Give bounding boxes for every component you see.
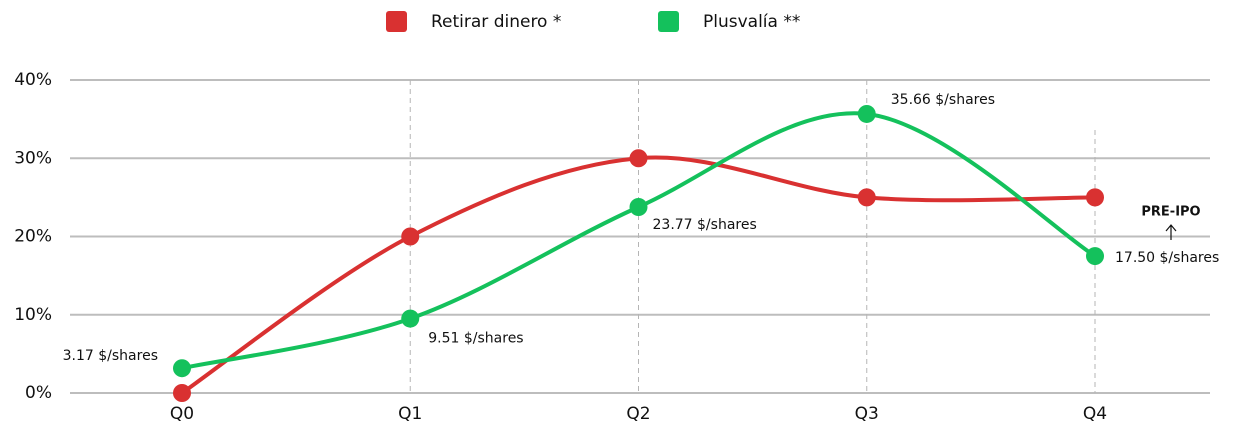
legend-swatch — [386, 11, 407, 32]
y-tick-label: 40% — [14, 70, 52, 90]
data-label: 35.66 $/shares — [891, 92, 995, 108]
data-label: 23.77 $/shares — [653, 217, 757, 233]
data-label: 9.51 $/shares — [428, 331, 523, 347]
data-point — [629, 149, 648, 168]
data-point — [629, 197, 648, 216]
data-point — [173, 384, 191, 402]
data-point — [1086, 188, 1104, 207]
y-tick-label: 10% — [14, 305, 52, 325]
data-point — [1086, 247, 1104, 266]
legend-swatch — [658, 11, 679, 32]
data-point — [857, 188, 876, 207]
legend-label: Retirar dinero * — [431, 12, 561, 32]
y-tick-label: 20% — [14, 227, 52, 247]
data-label: 3.17 $/shares — [63, 348, 158, 364]
annotation: PRE-IPO — [1141, 205, 1200, 220]
x-tick-label: Q3 — [855, 404, 879, 424]
legend-label: Plusvalía ** — [703, 12, 800, 32]
data-point — [857, 104, 876, 123]
y-tick-label: 30% — [14, 148, 52, 168]
x-tick-label: Q1 — [398, 404, 422, 424]
y-tick-label: 0% — [25, 383, 52, 403]
x-tick-label: Q0 — [170, 404, 194, 424]
x-tick-label: Q2 — [626, 404, 650, 424]
x-tick-label: Q4 — [1083, 404, 1107, 424]
data-point — [173, 359, 191, 378]
data-point — [401, 309, 420, 328]
annotation-arrow — [1165, 224, 1177, 240]
data-label: 17.50 $/shares — [1115, 250, 1219, 266]
data-point — [401, 227, 420, 246]
